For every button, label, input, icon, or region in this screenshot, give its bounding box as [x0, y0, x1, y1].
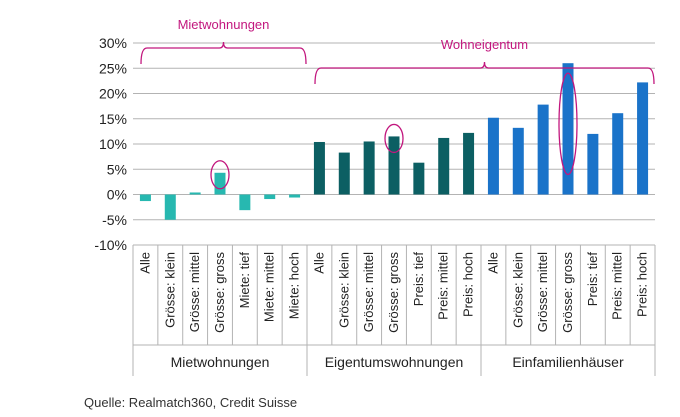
- category-label: Miete: hoch: [287, 252, 302, 319]
- group-label: Mietwohnungen: [171, 354, 270, 370]
- group-labels: Mietwohnungen Eigentumswohnungen Einfamili…: [171, 354, 624, 370]
- bar: [338, 152, 350, 195]
- category-label: Grösse: gross: [212, 252, 227, 333]
- category-label: Miete: tief: [237, 252, 252, 309]
- bar: [239, 194, 251, 211]
- category-label: Alle: [137, 252, 152, 274]
- category-label: Preis: hoch: [635, 252, 650, 317]
- highlight-circle: [558, 72, 578, 176]
- bar: [139, 194, 151, 202]
- bar: [214, 172, 226, 195]
- y-tick-label: 5%: [107, 161, 127, 177]
- bar: [164, 194, 176, 220]
- bar: [289, 194, 301, 198]
- category-label: Miete: mittel: [262, 252, 277, 322]
- y-tick-label: 25%: [99, 60, 127, 76]
- bar: [463, 132, 475, 195]
- category-label: Alle: [485, 252, 500, 274]
- bracket-label: Mietwohnungen: [178, 17, 270, 32]
- category-label: Grösse: gross: [560, 252, 575, 333]
- category-label: Grösse: mittel: [361, 252, 376, 332]
- bracket: [314, 61, 655, 85]
- category-label: Preis: tief: [585, 252, 600, 307]
- bar: [388, 136, 400, 195]
- bracket: [140, 41, 307, 65]
- bar: [612, 113, 624, 195]
- bar: [587, 133, 599, 195]
- category-label: Preis: tief: [411, 252, 426, 307]
- category-label: Preis: mittel: [436, 252, 451, 320]
- bar: [512, 127, 524, 195]
- category-labels: Alle Grösse: klein Grösse: mittel Grösse: g…: [137, 252, 649, 333]
- category-label: Grösse: gross: [386, 252, 401, 333]
- bar: [438, 137, 450, 195]
- bar: [313, 141, 325, 195]
- highlight-circle: [210, 160, 230, 190]
- category-label: Alle: [311, 252, 326, 274]
- bar: [363, 141, 375, 195]
- y-tick-label: 15%: [99, 111, 127, 127]
- bracket-label: Wohneigentum: [441, 37, 528, 52]
- annotations: Mietwohnungen Wohneigentum: [140, 17, 655, 190]
- category-label: Grösse: mittel: [187, 252, 202, 332]
- category-label: Preis: hoch: [461, 252, 476, 317]
- y-axis-ticks: -10% -5% 0% 5% 10% 15% 20% 25% 30%: [94, 35, 127, 253]
- bars: [139, 63, 649, 220]
- bar: [562, 63, 574, 195]
- bar: [413, 162, 425, 195]
- y-tick-label: 10%: [99, 136, 127, 152]
- source-note: Quelle: Realmatch360, Credit Suisse: [84, 395, 298, 410]
- group-label: Einfamilienhäuser: [512, 354, 624, 370]
- highlight-circle: [384, 123, 404, 154]
- bar: [189, 192, 201, 195]
- bar: [264, 194, 276, 200]
- y-tick-label: 0%: [107, 187, 127, 203]
- y-tick-label: 20%: [99, 86, 127, 102]
- y-tick-label: -10%: [94, 237, 127, 253]
- category-label: Grösse: klein: [162, 252, 177, 328]
- category-label: Grösse: mittel: [535, 252, 550, 332]
- category-label: Preis: mittel: [610, 252, 625, 320]
- category-label: Grösse: klein: [510, 252, 525, 328]
- bar: [537, 104, 549, 195]
- group-label: Eigentumswohnungen: [325, 354, 464, 370]
- y-tick-label: -5%: [102, 212, 127, 228]
- category-label: Grösse: klein: [336, 252, 351, 328]
- bar: [487, 117, 499, 195]
- y-tick-label: 30%: [99, 35, 127, 51]
- bar: [637, 82, 649, 195]
